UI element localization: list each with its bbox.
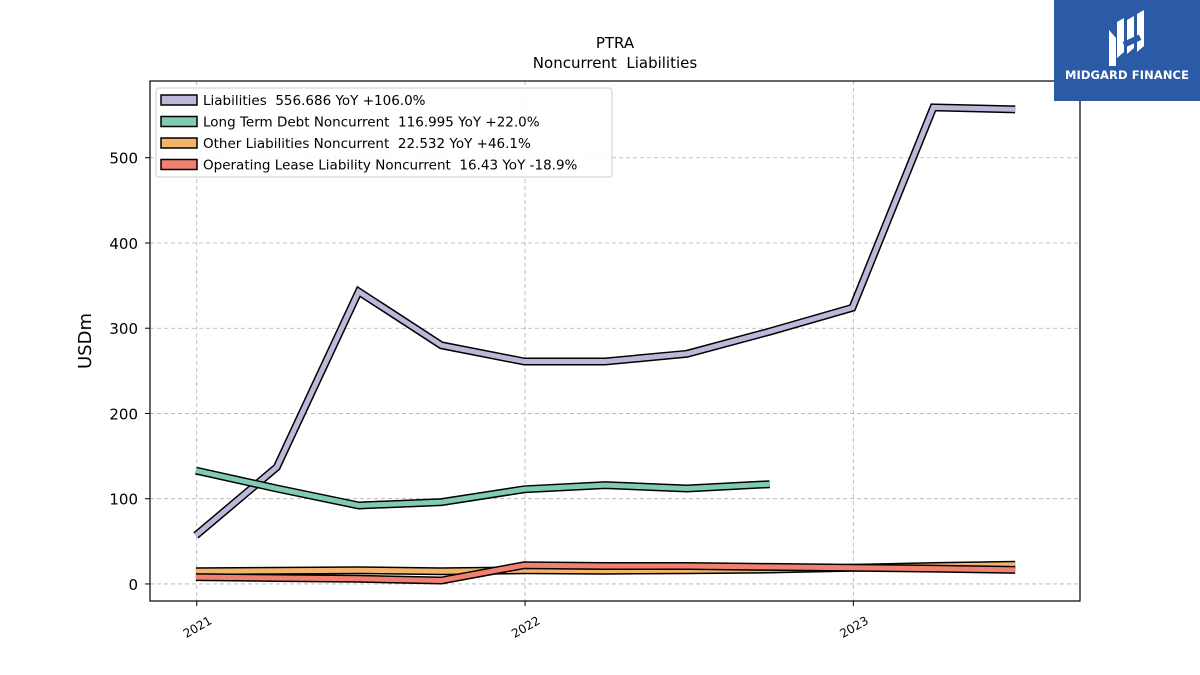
chart-subtitle: Noncurrent Liabilities (533, 54, 698, 72)
series-line-fill (194, 104, 1016, 538)
legend-item: Long Term Debt Noncurrent 116.995 YoY +2… (160, 115, 540, 131)
y-tick-label: 100 (109, 491, 138, 509)
y-axis-label: USDm (75, 313, 96, 369)
x-tick-label: 2023 (837, 613, 870, 640)
legend-item: Operating Lease Liability Noncurrent 16.… (160, 158, 578, 174)
series-line (195, 466, 770, 510)
legend-label: Long Term Debt Noncurrent 116.995 YoY +2… (203, 115, 540, 131)
legend-swatch (160, 94, 198, 106)
y-tick-label: 0 (128, 576, 138, 594)
legend-item: Liabilities 556.686 YoY +106.0% (160, 93, 426, 109)
series-line (193, 103, 1016, 539)
legend-label: Other Liabilities Noncurrent 22.532 YoY … (203, 136, 531, 152)
y-tick-label: 300 (109, 320, 138, 338)
legend-swatch (160, 115, 198, 128)
series-line-fill (195, 468, 770, 509)
brand-logo: MIDGARD FINANCE (1054, 0, 1200, 101)
y-tick-label: 200 (109, 405, 138, 423)
series-lines (193, 103, 1016, 585)
y-tick-label: 400 (109, 235, 138, 253)
grid (150, 81, 1080, 601)
legend-swatch (160, 137, 198, 149)
chart-title: PTRA (596, 34, 635, 52)
legend-label: Liabilities 556.686 YoY +106.0% (203, 93, 426, 109)
y-tick-label: 500 (109, 150, 138, 168)
brand-name: MIDGARD FINANCE (1064, 68, 1190, 82)
legend-swatch (160, 158, 198, 171)
series-line-fill (195, 562, 1016, 584)
midgard-logo-icon (1109, 10, 1144, 66)
x-tick-label: 2022 (509, 613, 542, 640)
legend: Liabilities 556.686 YoY +106.0% Long Term… (155, 87, 613, 178)
plot-frame (149, 80, 1081, 602)
x-tick-label: 2021 (181, 613, 214, 640)
legend-label: Operating Lease Liability Noncurrent 16.… (203, 158, 578, 174)
series-line (195, 561, 1016, 585)
legend-item: Other Liabilities Noncurrent 22.532 YoY … (160, 136, 531, 152)
legend-box (155, 87, 613, 178)
